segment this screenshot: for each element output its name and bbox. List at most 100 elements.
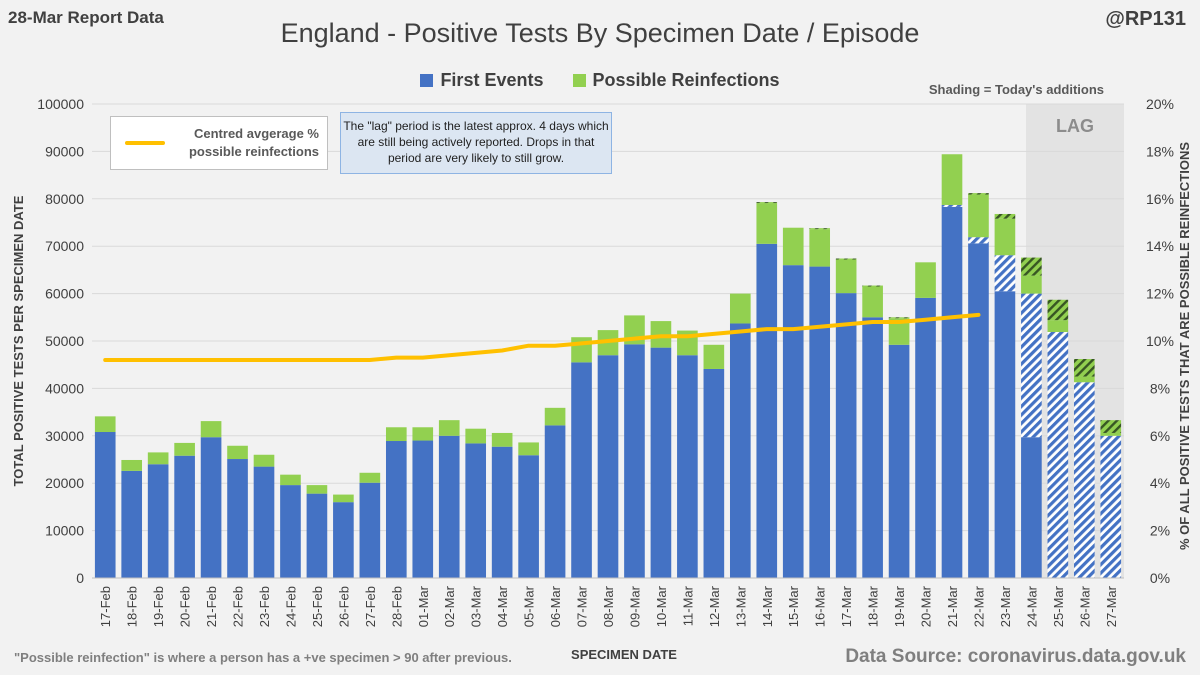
bar-reinfections	[200, 421, 222, 438]
bar-reinfections	[227, 445, 248, 460]
bar-reinfections	[1100, 432, 1122, 436]
bar-first-events	[465, 443, 487, 578]
x-tick-label: 05-Mar	[522, 585, 537, 627]
bar-reinfections	[438, 420, 460, 436]
x-tick-label: 03-Mar	[469, 585, 484, 627]
x-tick-label: 25-Feb	[310, 586, 325, 627]
bar-reinfections	[412, 427, 434, 441]
bar-first-events	[941, 206, 963, 578]
y2-tick-label: 6%	[1150, 428, 1170, 444]
x-tick-label: 20-Feb	[178, 586, 193, 627]
x-tick-label: 09-Mar	[627, 585, 642, 627]
x-tick-label: 22-Mar	[971, 585, 986, 627]
bar-first-events	[729, 323, 751, 578]
y2-tick-label: 14%	[1146, 238, 1174, 254]
x-tick-label: 08-Mar	[601, 585, 616, 627]
y2-tick-label: 16%	[1146, 191, 1174, 207]
chart-title: England - Positive Tests By Specimen Dat…	[280, 18, 920, 48]
average-legend: Centred avgerage % possible reinfections	[110, 116, 328, 170]
x-tick-label: 06-Mar	[548, 585, 563, 627]
bar-first-events	[200, 437, 222, 578]
bar-first-events	[121, 470, 143, 578]
average-legend-line	[125, 141, 165, 145]
bar-reinfections-new	[888, 317, 910, 319]
y-tick-label: 30000	[45, 428, 84, 444]
x-tick-label: 01-Mar	[416, 585, 431, 627]
data-source: Data Source: coronavirus.data.gov.uk	[845, 646, 1186, 667]
bar-first-events	[756, 243, 778, 578]
x-tick-label: 26-Mar	[1077, 585, 1092, 627]
y2-tick-label: 0%	[1150, 570, 1170, 586]
y2-tick-label: 18%	[1146, 143, 1174, 159]
x-tick-label: 11-Mar	[680, 585, 695, 626]
bar-first-events	[809, 266, 831, 578]
x-tick-label: 13-Mar	[733, 585, 748, 627]
y-tick-label: 60000	[45, 286, 84, 302]
bar-first-events-new	[1021, 293, 1042, 438]
bar-first-events	[147, 464, 169, 578]
report-date: 28-Mar Report Data	[8, 8, 164, 27]
y2-tick-label: 12%	[1146, 286, 1174, 302]
x-tick-label: 02-Mar	[442, 585, 457, 627]
bar-reinfections	[253, 454, 275, 467]
bar-reinfections	[888, 318, 910, 345]
x-axis-title: SPECIMEN DATE	[571, 647, 677, 662]
bar-first-events	[385, 441, 407, 578]
footnote: "Possible reinfection" is where a person…	[14, 650, 512, 665]
y-tick-label: 20000	[45, 475, 84, 491]
bar-reinfections-new	[1047, 299, 1069, 321]
bar-series	[94, 154, 1122, 578]
bar-first-events	[862, 317, 883, 578]
x-tick-label: 27-Feb	[363, 586, 378, 627]
y-tick-label: 0	[76, 570, 84, 586]
bar-reinfections	[1073, 376, 1095, 383]
x-tick-label: 12-Mar	[707, 585, 722, 627]
bar-reinfections-new	[1073, 359, 1095, 377]
y2-axis-title: % OF ALL POSITIVE TESTS THAT ARE POSSIBL…	[1177, 142, 1192, 550]
bar-first-events	[544, 425, 566, 578]
bar-reinfections-new	[756, 202, 778, 204]
y2-tick-label: 20%	[1146, 96, 1174, 112]
bar-reinfections-new	[968, 193, 989, 195]
bar-reinfections	[862, 286, 883, 318]
bar-reinfections-new	[862, 285, 883, 287]
bar-reinfections	[94, 416, 116, 433]
bar-reinfections-new	[809, 228, 831, 230]
author-handle: @RP131	[1105, 8, 1186, 30]
bar-reinfections	[518, 442, 539, 456]
legend-first-events: First Events	[420, 70, 543, 91]
bar-first-events	[359, 482, 381, 578]
y-tick-label: 40000	[45, 380, 84, 396]
bar-first-events	[491, 446, 513, 578]
bar-first-events-new	[941, 204, 963, 207]
x-tick-label: 27-Mar	[1104, 585, 1119, 627]
bar-first-events	[968, 243, 989, 578]
x-tick-label: 26-Feb	[336, 586, 351, 627]
bar-first-events	[412, 440, 434, 578]
bar-reinfections	[147, 452, 169, 465]
bar-first-events	[624, 344, 645, 578]
x-tick-label: 07-Mar	[575, 585, 590, 627]
bar-first-events	[677, 355, 698, 578]
bar-first-events	[571, 362, 592, 578]
bar-reinfections	[306, 485, 328, 494]
bar-first-events	[94, 432, 116, 578]
bar-first-events	[915, 297, 936, 578]
y-tick-label: 80000	[45, 191, 84, 207]
lag-note: The "lag" period is the latest approx. 4…	[340, 112, 612, 174]
shading-note: Shading = Today's additions	[928, 82, 1104, 97]
bar-reinfections	[1047, 320, 1069, 332]
y-tick-label: 10000	[45, 523, 84, 539]
x-tick-label: 23-Mar	[998, 585, 1013, 627]
x-tick-label: 19-Feb	[151, 586, 166, 627]
x-tick-label: 23-Feb	[257, 586, 272, 627]
bar-first-events	[280, 485, 301, 578]
bar-reinfections-new	[1100, 420, 1122, 433]
bar-first-events	[597, 355, 619, 578]
x-tick-label: 17-Mar	[839, 585, 854, 627]
bar-reinfections	[465, 428, 487, 444]
y-tick-label: 100000	[37, 96, 84, 112]
y2-tick-label: 8%	[1150, 380, 1170, 396]
legend-first-events-label: First Events	[440, 70, 544, 90]
bar-first-events	[174, 455, 195, 578]
